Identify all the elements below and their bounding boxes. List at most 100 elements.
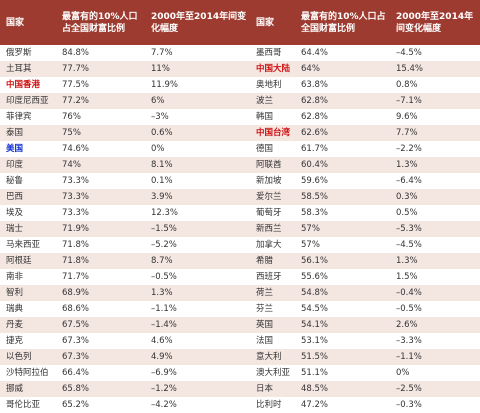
value-cell: 73.3% (62, 176, 90, 186)
table-row: 秘鲁 73.3% 0.1% 新加坡 59.6% –6.4% (0, 173, 480, 189)
value-cell: 62.6% (301, 128, 329, 138)
value-cell: –2.5% (396, 384, 422, 394)
value-cell: 71.8% (62, 256, 90, 266)
country-cell: 美国 (6, 144, 24, 154)
value-cell: 53.1% (301, 336, 329, 346)
value-cell: 57% (301, 240, 320, 250)
country-cell: 希腊 (256, 256, 274, 266)
value-cell: –1.5% (151, 224, 177, 234)
country-cell: 西班牙 (256, 272, 282, 282)
country-cell: 中国大陆 (256, 64, 291, 74)
value-cell: 74% (62, 160, 81, 170)
value-cell: 71.8% (62, 240, 90, 250)
country-cell: 英国 (256, 320, 274, 330)
value-cell: –0.4% (396, 288, 422, 298)
country-cell: 哥伦比亚 (6, 400, 41, 410)
value-cell: 11% (151, 64, 170, 74)
value-cell: 3.9% (151, 192, 173, 202)
value-cell: 73.3% (62, 208, 90, 218)
country-cell: 捷克 (6, 336, 24, 346)
value-cell: 0.8% (396, 80, 418, 90)
value-cell: 58.5% (301, 192, 329, 202)
value-cell: 8.1% (151, 160, 173, 170)
country-cell: 沙特阿拉伯 (6, 368, 49, 378)
table-row: 美国 74.6% 0% 德国 61.7% –2.2% (0, 141, 480, 157)
country-cell: 瑞典 (6, 304, 24, 314)
value-cell: 67.5% (62, 320, 90, 330)
value-cell: 67.3% (62, 352, 90, 362)
value-cell: 2.6% (396, 320, 418, 330)
value-cell: 1.3% (151, 288, 173, 298)
table-row: 泰国 75% 0.6% 中国台湾 62.6% 7.7% (0, 125, 480, 141)
value-cell: 0.3% (396, 192, 418, 202)
table-row: 印度尼西亚 77.2% 6% 波兰 62.8% –7.1% (0, 93, 480, 109)
value-cell: 7.7% (396, 128, 418, 138)
value-cell: –5.2% (151, 240, 177, 250)
value-cell: 59.6% (301, 176, 329, 186)
value-cell: 47.2% (301, 400, 329, 410)
value-cell: 75% (62, 128, 81, 138)
value-cell: 0% (151, 144, 165, 154)
value-cell: 65.2% (62, 400, 90, 410)
table-row: 土耳其 77.7% 11% 中国大陆 64% 15.4% (0, 61, 480, 77)
value-cell: 55.6% (301, 272, 329, 282)
value-cell: 51.1% (301, 368, 329, 378)
value-cell: 64% (301, 64, 320, 74)
value-cell: 73.3% (62, 192, 90, 202)
value-cell: –3% (151, 112, 169, 122)
table-row: 挪威 65.8% –1.2% 日本 48.5% –2.5% (0, 381, 480, 397)
header-cell: 国家 (256, 17, 275, 28)
country-cell: 印度 (6, 160, 24, 170)
value-cell: –5.3% (396, 224, 422, 234)
value-cell: –1.1% (396, 352, 422, 362)
value-cell: –1.4% (151, 320, 177, 330)
country-cell: 智利 (6, 288, 24, 298)
country-cell: 埃及 (6, 208, 24, 218)
header-cell: 2000年至2014年间变化幅度 (396, 11, 474, 34)
value-cell: 71.7% (62, 272, 90, 282)
table-row: 俄罗斯 84.8% 7.7% 墨西哥 64.4% –4.5% (0, 45, 480, 61)
value-cell: 74.6% (62, 144, 90, 154)
value-cell: 84.8% (62, 48, 90, 58)
country-cell: 意大利 (256, 352, 282, 362)
country-cell: 加拿大 (256, 240, 282, 250)
header-row: 国家 最富有的10%人口占全国财富比例 2000年至2014年间变化幅度 国家 最富有的… (0, 0, 480, 45)
value-cell: 68.9% (62, 288, 90, 298)
value-cell: 77.5% (62, 80, 90, 90)
table-row: 印度 74% 8.1% 阿联酋 60.4% 1.3% (0, 157, 480, 173)
country-cell: 德国 (256, 144, 274, 154)
country-cell: 印度尼西亚 (6, 96, 49, 106)
value-cell: –1.2% (151, 384, 177, 394)
value-cell: –6.9% (151, 368, 177, 378)
header-cell: 最富有的10%人口占全国财富比例 (62, 11, 138, 34)
country-cell: 南非 (6, 272, 24, 282)
value-cell: –4.5% (396, 48, 422, 58)
country-cell: 奥地利 (256, 80, 282, 90)
country-cell: 阿根廷 (6, 256, 32, 266)
country-cell: 法国 (256, 336, 274, 346)
value-cell: 67.3% (62, 336, 90, 346)
table-row: 捷克 67.3% 4.6% 法国 53.1% –3.3% (0, 333, 480, 349)
country-cell: 土耳其 (6, 64, 32, 74)
value-cell: 1.5% (396, 272, 418, 282)
value-cell: 64.4% (301, 48, 329, 58)
value-cell: –0.5% (151, 272, 177, 282)
value-cell: 66.4% (62, 368, 90, 378)
country-cell: 俄罗斯 (6, 48, 32, 58)
table-row: 中国香港 77.5% 11.9% 奥地利 63.8% 0.8% (0, 77, 480, 93)
table-row: 菲律宾 76% –3% 韩国 62.8% 9.6% (0, 109, 480, 125)
value-cell: 54.8% (301, 288, 329, 298)
value-cell: 68.6% (62, 304, 90, 314)
country-cell: 菲律宾 (6, 112, 32, 122)
table-row: 智利 68.9% 1.3% 荷兰 54.8% –0.4% (0, 285, 480, 301)
value-cell: 4.6% (151, 336, 173, 346)
country-cell: 墨西哥 (256, 48, 282, 58)
value-cell: 63.8% (301, 80, 329, 90)
value-cell: 0.5% (396, 208, 418, 218)
country-cell: 以色列 (6, 352, 32, 362)
table-row: 哥伦比亚 65.2% –4.2% 比利时 47.2% –0.3% (0, 397, 480, 413)
country-cell: 瑞士 (6, 224, 24, 234)
country-cell: 爱尔兰 (256, 192, 282, 202)
value-cell: 58.3% (301, 208, 329, 218)
